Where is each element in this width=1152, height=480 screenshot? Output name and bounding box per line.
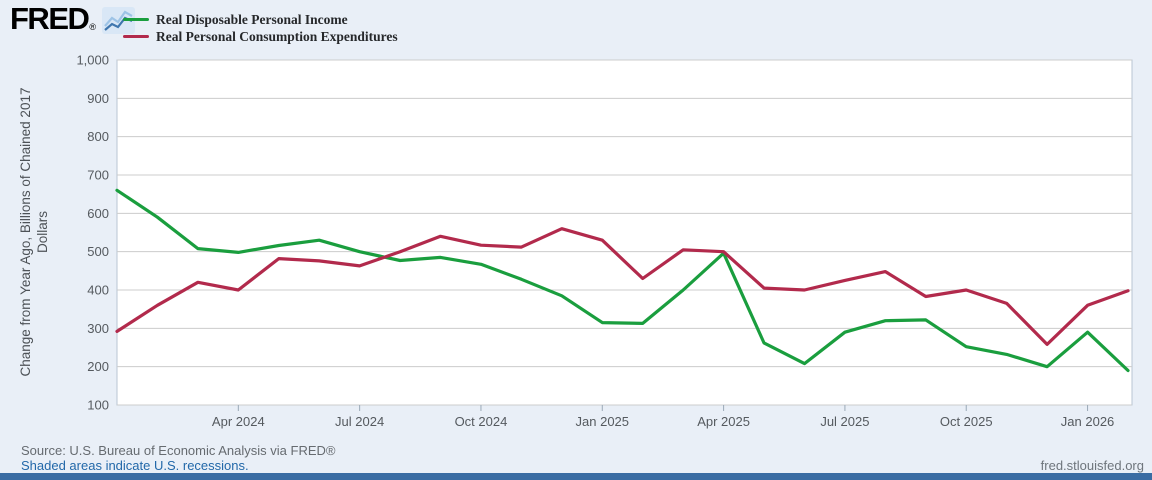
y-tick-label: 600 (87, 206, 109, 221)
y-tick-label: 500 (87, 244, 109, 259)
y-axis-title: Change from Year Ago, Billions of Chaine… (17, 32, 51, 432)
fred-logo-text: FRED (10, 1, 90, 36)
legend-line-swatch-green (123, 17, 149, 22)
x-tick-label: Jan 2025 (576, 414, 630, 429)
y-tick-label: 100 (87, 398, 109, 413)
recession-note-link[interactable]: Shaded areas indicate U.S. recessions. (21, 458, 249, 473)
y-tick-label: 1,000 (76, 53, 109, 68)
source-text: Source: U.S. Bureau of Economic Analysis… (21, 443, 336, 458)
y-axis-title-line2: Dollars (35, 211, 50, 254)
legend-item-real-personal-consumption-expenditures[interactable]: Real Personal Consumption Expenditures (123, 28, 398, 45)
fred-logo-registered-mark: ® (89, 22, 97, 32)
x-tick-label: Oct 2025 (940, 414, 993, 429)
series-line-real-disposable-personal-income[interactable] (115, 188, 1130, 373)
bottom-accent-bar (0, 473, 1152, 480)
series-line-real-personal-consumption-expenditures[interactable] (115, 227, 1130, 346)
y-tick-label: 400 (87, 283, 109, 298)
x-tick-label: Apr 2024 (212, 414, 265, 429)
legend-label: Real Disposable Personal Income (156, 11, 348, 27)
y-tick-label: 900 (87, 91, 109, 106)
y-tick-label: 300 (87, 321, 109, 336)
legend-item-real-disposable-personal-income[interactable]: Real Disposable Personal Income (123, 11, 398, 28)
chart-legend: Real Disposable Personal Income Real Per… (123, 11, 398, 45)
y-tick-label: 200 (87, 359, 109, 374)
y-tick-label: 800 (87, 129, 109, 144)
x-tick-label: Jan 2026 (1061, 414, 1115, 429)
y-tick-label: 700 (87, 168, 109, 183)
y-axis-title-line1: Change from Year Ago, Billions of Chaine… (18, 87, 33, 377)
x-tick-label: Jul 2024 (335, 414, 384, 429)
legend-line-swatch-red (123, 34, 149, 39)
x-tick-label: Jul 2025 (820, 414, 869, 429)
fred-site-link[interactable]: fred.stlouisfed.org (1040, 458, 1144, 473)
legend-label: Real Personal Consumption Expenditures (156, 28, 398, 44)
plot-background (117, 60, 1132, 405)
fred-logo[interactable]: FRED ® (10, 1, 136, 36)
x-tick-label: Apr 2025 (697, 414, 750, 429)
x-tick-label: Oct 2024 (455, 414, 508, 429)
